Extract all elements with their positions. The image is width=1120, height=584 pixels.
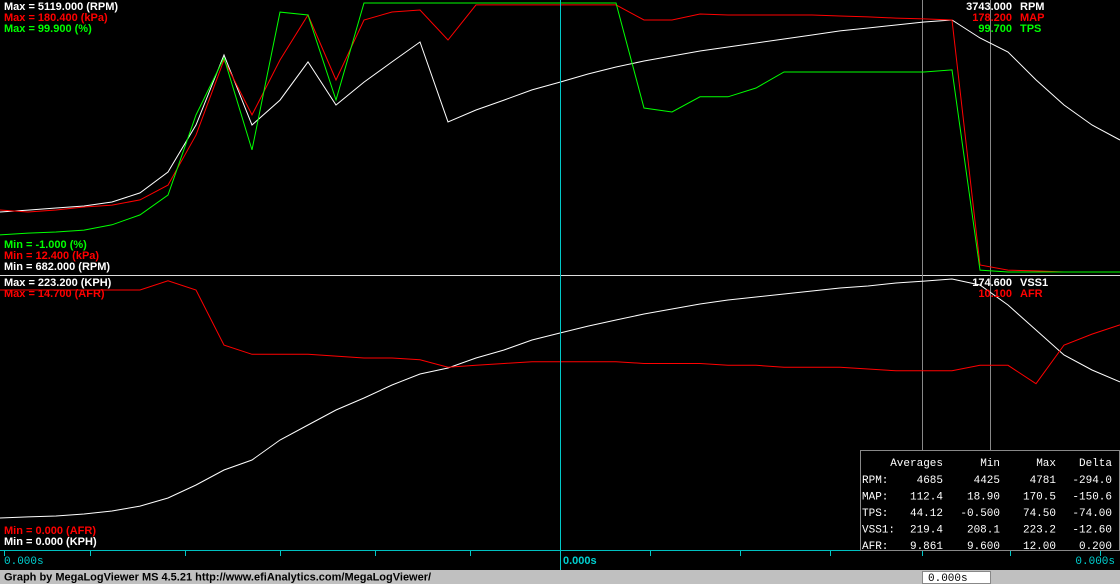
stats-cell: 18.90	[967, 491, 1000, 503]
stats-row-label: VSS1:	[862, 524, 895, 536]
stats-header: Delta	[1079, 458, 1112, 470]
series-name: AFR	[1020, 288, 1043, 300]
stats-row-label: RPM:	[862, 475, 888, 487]
time-label: 0.000s	[4, 556, 44, 568]
stats-cell: 0.200	[1079, 541, 1112, 553]
stats-cell: -0.500	[960, 508, 1000, 520]
min-label: Min = 0.000 (AFR)	[4, 525, 96, 537]
stats-cell: -74.00	[1072, 508, 1112, 520]
min-label: Min = 682.000 (RPM)	[4, 261, 110, 273]
stats-table: Averages Min Max Delta RPM: 4685 4425 4781 -294.…	[862, 458, 1112, 553]
stats-cell: 4425	[974, 475, 1000, 487]
stats-cell: 223.2	[1023, 524, 1056, 536]
cursor-value: 174.600	[972, 277, 1012, 289]
stats-cell: 12.00	[1023, 541, 1056, 553]
series-name: TPS	[1020, 23, 1041, 35]
series-name: MAP	[1020, 12, 1044, 24]
stats-cell: 219.4	[910, 524, 943, 536]
min-label: Min = 0.000 (KPH)	[4, 536, 97, 548]
max-label: Max = 223.200 (KPH)	[4, 277, 112, 289]
stats-row-label: TPS:	[862, 508, 888, 520]
stats-cell: 4781	[1030, 475, 1057, 487]
stats-row-label: AFR:	[862, 541, 888, 553]
stats-cell: 74.50	[1023, 508, 1056, 520]
stats-cell: 208.1	[967, 524, 1000, 536]
stats-cell: 4685	[917, 475, 943, 487]
series-name: VSS1	[1020, 277, 1048, 289]
footer-text: Graph by MegaLogViewer MS 4.5.21 http://…	[4, 571, 431, 583]
stats-header: Min	[980, 458, 1000, 470]
max-label: Max = 99.900 (%)	[4, 23, 92, 35]
cursor-value: 3743.000	[966, 1, 1012, 13]
cursor-value: 10.100	[978, 288, 1012, 300]
min-label: Min = 12.400 (kPa)	[4, 250, 99, 262]
series-name: RPM	[1020, 1, 1044, 13]
stats-cell: -12.60	[1072, 524, 1112, 536]
labels: Max = 5119.000 (RPM) Min = 682.000 (RPM) 3…	[4, 1, 1048, 548]
stats-cell: 44.12	[910, 508, 943, 520]
stats-panel	[860, 450, 1120, 551]
stats-header: Max	[1036, 458, 1056, 470]
stats-cell: 9.600	[967, 541, 1000, 553]
time-label: 0.000s	[1075, 556, 1115, 568]
stats-row-label: MAP:	[862, 491, 888, 503]
max-label: Max = 14.700 (AFR)	[4, 288, 105, 300]
cursor-value: 99.700	[978, 23, 1012, 35]
time-axis: 0.000s 0.000s 0.000s	[4, 551, 1115, 568]
time-box-text: 0.000s	[928, 573, 968, 584]
max-label: Max = 5119.000 (RPM)	[4, 1, 118, 13]
stats-cell: 170.5	[1023, 491, 1056, 503]
time-label: 0.000s	[563, 555, 597, 567]
footer-bar	[0, 570, 1120, 584]
stats-header: Averages	[890, 458, 943, 470]
stats-cell: 112.4	[910, 491, 943, 503]
max-label: Max = 180.400 (kPa)	[4, 12, 108, 24]
stats-cell: -294.0	[1072, 475, 1112, 487]
cursor-value: 178.200	[972, 12, 1012, 24]
min-label: Min = -1.000 (%)	[4, 239, 87, 251]
stats-cell: 9.861	[910, 541, 943, 553]
stats-cell: -150.6	[1072, 491, 1112, 503]
